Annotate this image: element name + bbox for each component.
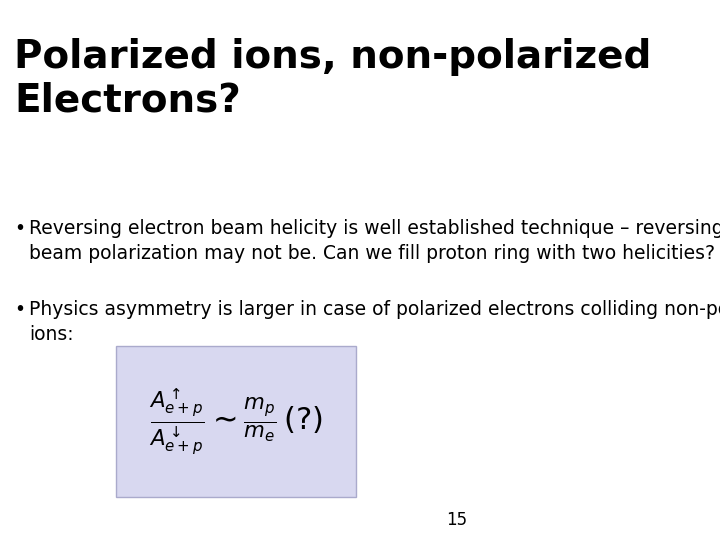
Text: 15: 15 [446,511,467,529]
FancyBboxPatch shape [116,346,356,497]
Text: •: • [14,300,26,319]
Text: $\frac{A^{\uparrow}_{e+p}}{A^{\downarrow}_{e+p}} \sim \frac{m_p}{m_e}\,(?)$: $\frac{A^{\uparrow}_{e+p}}{A^{\downarrow… [149,386,323,456]
Text: •: • [14,219,26,238]
Text: Polarized ions, non-polarized
Electrons?: Polarized ions, non-polarized Electrons? [14,38,652,120]
Text: Reversing electron beam helicity is well established technique – reversing proto: Reversing electron beam helicity is well… [29,219,720,262]
Text: Physics asymmetry is larger in case of polarized electrons colliding non-polariz: Physics asymmetry is larger in case of p… [29,300,720,343]
